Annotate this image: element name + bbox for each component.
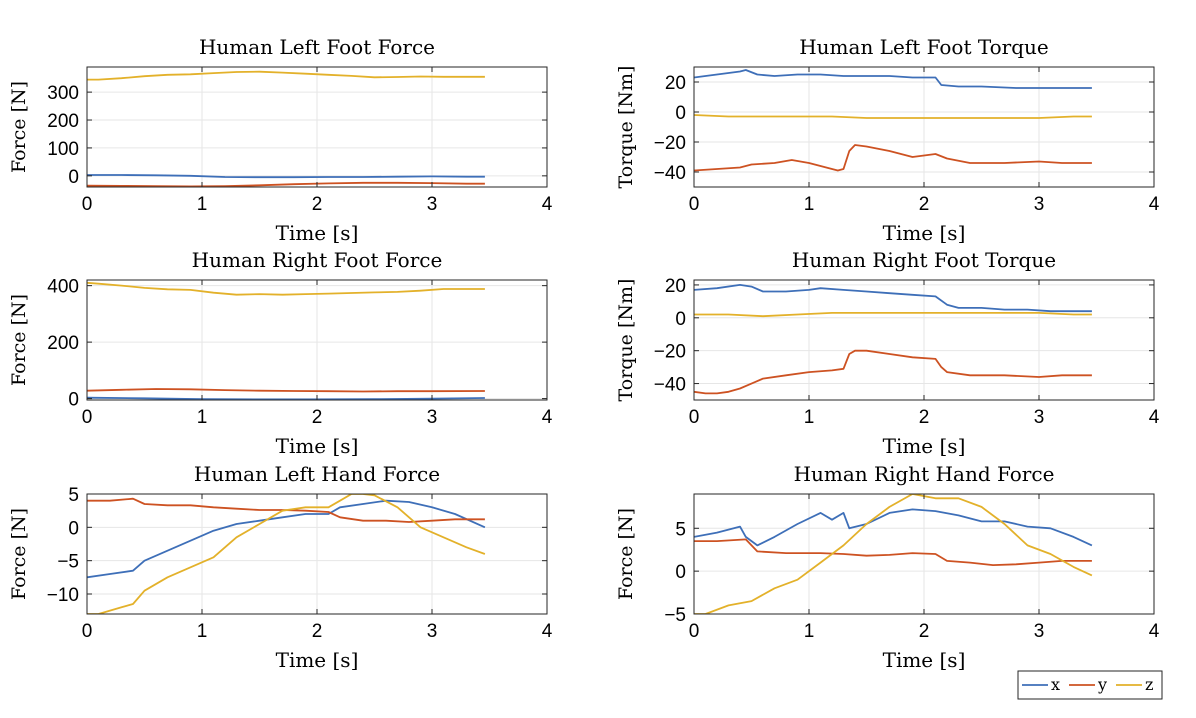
y-tick-label: 20 bbox=[665, 276, 686, 297]
y-tick-label: 0 bbox=[68, 167, 79, 188]
x-tick-label: 1 bbox=[197, 621, 208, 642]
y-tick-label: 0 bbox=[675, 103, 686, 124]
x-tick-label: 3 bbox=[1034, 194, 1045, 215]
series-line-z bbox=[694, 494, 1093, 614]
x-tick-label: 0 bbox=[82, 407, 93, 428]
y-tick-label: 0 bbox=[68, 390, 79, 411]
x-axis-label: Time [s] bbox=[883, 434, 966, 458]
x-tick-label: 0 bbox=[689, 621, 700, 642]
x-tick-label: 2 bbox=[919, 194, 930, 215]
series-line-y bbox=[694, 349, 1092, 395]
y-tick-label: −40 bbox=[654, 163, 686, 184]
subplot-3: 0 1 2 3 4 0 200 400 Human Right Foot Force Time [… bbox=[8, 248, 553, 458]
x-tick-label: 0 bbox=[689, 194, 700, 215]
y-axis-label: Torque [Nm] bbox=[615, 279, 637, 402]
x-tick-label: 0 bbox=[82, 194, 93, 215]
y-tick-label: 100 bbox=[47, 139, 79, 160]
y-tick-label: 5 bbox=[68, 485, 79, 506]
y-tick-label: 300 bbox=[47, 83, 79, 104]
series-line-y bbox=[694, 538, 1092, 566]
y-tick-label: 0 bbox=[675, 562, 686, 583]
series-line-z bbox=[694, 311, 1092, 318]
x-tick-label: 3 bbox=[427, 194, 438, 215]
x-axis-label: Time [s] bbox=[883, 648, 966, 672]
chart-title: Human Left Hand Force bbox=[194, 462, 440, 486]
legend-label-y: y bbox=[1097, 675, 1107, 694]
series-line-z bbox=[87, 70, 485, 81]
y-tick-label: −10 bbox=[47, 585, 79, 606]
x-tick-label: 1 bbox=[804, 407, 815, 428]
y-tick-label: 5 bbox=[675, 519, 686, 540]
series-line-x bbox=[694, 508, 1093, 547]
subplot-2: 0 1 2 3 4 −40 −20 0 20 Human Left Foot Torque Time… bbox=[615, 35, 1160, 245]
subplot-5: 0 1 2 3 4 −10 −5 0 5 Human Left Hand Force Time [s… bbox=[8, 462, 553, 672]
legend-label-z: z bbox=[1145, 675, 1153, 694]
y-tick-label: 400 bbox=[47, 277, 79, 298]
x-tick-label: 2 bbox=[312, 621, 323, 642]
y-axis-label: Force [N] bbox=[8, 294, 30, 386]
chart-title: Human Left Foot Force bbox=[199, 35, 435, 59]
x-tick-label: 1 bbox=[804, 194, 815, 215]
x-axis-label: Time [s] bbox=[276, 434, 359, 458]
series-line-x bbox=[694, 69, 1092, 89]
x-tick-label: 4 bbox=[542, 194, 553, 215]
x-axis-label: Time [s] bbox=[276, 221, 359, 245]
x-tick-label: 4 bbox=[542, 621, 553, 642]
series-line-z bbox=[87, 494, 486, 614]
y-axis-label: Force [N] bbox=[615, 508, 637, 600]
series-line-y bbox=[694, 144, 1092, 172]
legend-label-x: x bbox=[1051, 675, 1060, 694]
chart-title: Human Left Foot Torque bbox=[799, 35, 1049, 59]
x-tick-label: 4 bbox=[1149, 407, 1160, 428]
y-tick-label: −5 bbox=[664, 605, 686, 626]
subplot-4: 0 1 2 3 4 −40 −20 0 20 Human Right Foot Torque Tim… bbox=[615, 248, 1160, 458]
chart-title: Human Right Hand Force bbox=[794, 462, 1055, 486]
x-tick-label: 0 bbox=[689, 407, 700, 428]
y-tick-label: −20 bbox=[654, 133, 686, 154]
y-tick-label: −5 bbox=[57, 552, 79, 573]
x-tick-label: 1 bbox=[197, 407, 208, 428]
x-axis-label: Time [s] bbox=[276, 648, 359, 672]
x-tick-label: 3 bbox=[427, 621, 438, 642]
series-line-z bbox=[87, 281, 485, 296]
legend: x y z bbox=[1017, 670, 1163, 700]
y-tick-label: 0 bbox=[68, 518, 79, 539]
x-tick-label: 3 bbox=[1034, 621, 1045, 642]
y-tick-label: 20 bbox=[665, 73, 686, 94]
y-tick-label: 200 bbox=[47, 333, 79, 354]
x-tick-label: 2 bbox=[919, 621, 930, 642]
y-tick-label: 0 bbox=[675, 309, 686, 330]
y-axis-label: Torque [Nm] bbox=[615, 66, 637, 189]
y-axis-label: Force [N] bbox=[8, 81, 30, 173]
y-tick-label: 200 bbox=[47, 111, 79, 132]
series-line-z bbox=[694, 114, 1092, 119]
y-tick-label: −40 bbox=[654, 375, 686, 396]
x-tick-label: 2 bbox=[312, 194, 323, 215]
series-line-x bbox=[694, 283, 1092, 313]
series-line-x bbox=[87, 499, 486, 579]
x-tick-label: 0 bbox=[82, 621, 93, 642]
x-tick-label: 2 bbox=[312, 407, 323, 428]
chart-title: Human Right Foot Torque bbox=[792, 248, 1056, 272]
x-tick-label: 4 bbox=[1149, 621, 1160, 642]
x-tick-label: 4 bbox=[542, 407, 553, 428]
x-tick-label: 2 bbox=[919, 407, 930, 428]
subplot-1: 0 1 2 3 4 0 100 200 300 Human Left Foot Force Time… bbox=[8, 35, 553, 245]
x-tick-label: 1 bbox=[804, 621, 815, 642]
y-axis-label: Force [N] bbox=[8, 508, 30, 600]
x-tick-label: 4 bbox=[1149, 194, 1160, 215]
chart-title: Human Right Foot Force bbox=[192, 248, 443, 272]
x-axis-label: Time [s] bbox=[883, 221, 966, 245]
x-tick-label: 3 bbox=[1034, 407, 1045, 428]
x-tick-label: 3 bbox=[427, 407, 438, 428]
series-line-x bbox=[87, 396, 485, 400]
series-line-x bbox=[87, 174, 485, 179]
y-tick-label: −20 bbox=[654, 342, 686, 363]
series-line-y bbox=[87, 388, 485, 393]
x-tick-label: 1 bbox=[197, 194, 208, 215]
